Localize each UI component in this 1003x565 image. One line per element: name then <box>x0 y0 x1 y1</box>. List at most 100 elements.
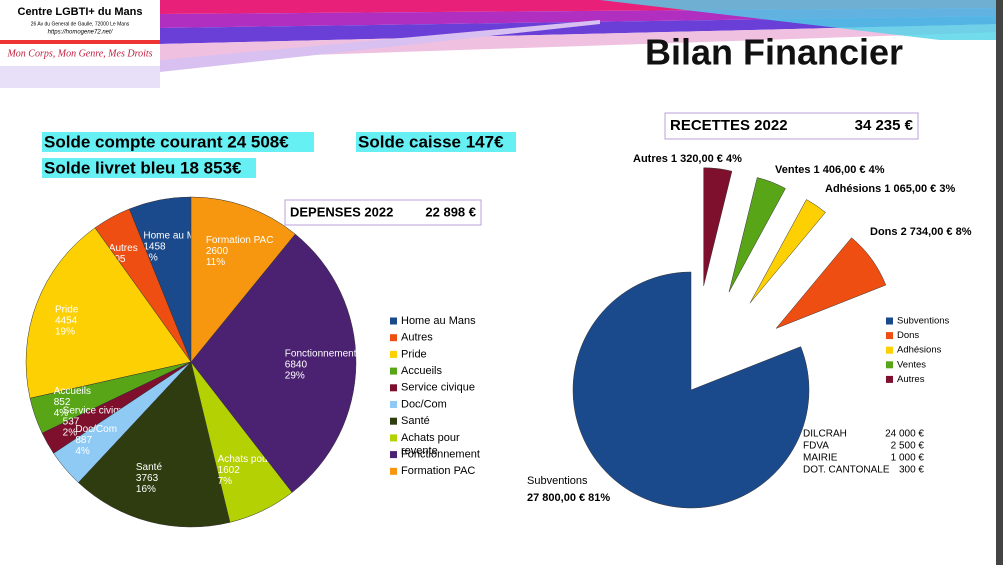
subsidy-amount: 300 € <box>899 465 924 476</box>
legend-label: Home au Mans <box>401 315 476 327</box>
slice-label-name: Subventions <box>527 475 588 487</box>
slice-label-value: 1 320,00 € 4% <box>671 153 742 165</box>
slice-label-line: Pride <box>55 304 79 315</box>
slice-label-line: 537 <box>63 416 80 427</box>
legend-label: Ventes <box>897 359 926 370</box>
legend-swatch <box>886 332 893 340</box>
slice-label-line: Autres <box>109 243 138 254</box>
legend-label: Accueils <box>401 365 442 377</box>
pie-slice <box>749 199 826 304</box>
legend-label: Pride <box>401 348 427 360</box>
legend-label: Subventions <box>897 316 950 327</box>
legend-swatch <box>390 434 397 442</box>
subsidy-amount: 24 000 € <box>885 429 924 440</box>
subsidy-amount: 1 000 € <box>891 453 925 464</box>
slice-label-name: Ventes <box>775 164 810 176</box>
legend-label: Autres <box>401 332 433 344</box>
legend-label: Adhésions <box>897 345 942 356</box>
slice-label: Doc/Com 887 4% <box>75 423 117 456</box>
pie-slice <box>190 233 357 493</box>
legend-swatch <box>390 417 397 425</box>
slice-label-line: Santé <box>136 462 163 473</box>
slice-label-line: 2600 <box>206 246 229 257</box>
legend-label: Doc/Com <box>401 398 447 410</box>
slice-label-name: Autres <box>633 153 668 165</box>
expenses-title: DEPENSES 2022 <box>290 204 393 219</box>
slice-label-line: 6840 <box>285 359 308 370</box>
slice-label-line: 887 <box>75 434 92 445</box>
slice-label-line: 1602 <box>218 465 241 476</box>
slice-label-line: 4% <box>54 408 69 419</box>
slice-label: Home au Mans 1458 6% <box>143 230 211 263</box>
legend-label: Formation PAC <box>401 465 475 477</box>
org-url: https://homogene72.net/ <box>48 30 114 36</box>
slice-label: Pride 4454 19% <box>55 304 79 337</box>
income-box <box>664 112 919 140</box>
subsidy-name: DILCRAH <box>803 429 847 440</box>
slice-label-line: Formation PAC <box>206 235 274 246</box>
slice-label-line: 16% <box>136 484 156 495</box>
subsidy-details: DILCRAH 24 000 € FDVA 2 500 € MAIRIE 1 0… <box>803 429 924 476</box>
pie-slice <box>775 237 887 329</box>
legend-swatch <box>390 367 397 375</box>
pie-slice <box>703 167 733 286</box>
slice-label-line: 852 <box>54 397 71 408</box>
slice-label-line: Achats pour revente <box>218 454 308 465</box>
slice-label: Santé 3763 16% <box>136 462 163 495</box>
slice-label-name: Adhésions <box>825 183 881 195</box>
slice-label-name: Dons <box>870 226 898 238</box>
slice-label-value: 1 406,00 € 4% <box>814 164 885 176</box>
logo-stripe <box>0 40 160 44</box>
legend-swatch <box>390 317 397 325</box>
slice-label-line: 29% <box>285 370 305 381</box>
legend-label: Service civique <box>401 382 475 394</box>
legend-swatch <box>390 384 397 392</box>
rainbow-banner <box>160 0 1003 72</box>
slice-label-line: 1458 <box>143 241 166 252</box>
legend-label: Autres <box>897 374 925 385</box>
legend-label: Dons <box>897 330 919 341</box>
slice-label-value: 27 800,00 € 81% <box>527 492 610 504</box>
window-edge <box>996 0 1003 565</box>
subsidy-name: FDVA <box>803 441 829 452</box>
slice-label-line: 7% <box>218 476 233 487</box>
slice-label-line: 3763 <box>136 473 159 484</box>
slice-label-line: Accueils <box>54 386 91 397</box>
slice-label-line: Fonctionnement <box>285 348 357 359</box>
slice-label: Dons 2 734,00 € 8% <box>870 226 972 238</box>
legend-swatch <box>390 350 397 358</box>
slice-label-line: Home au Mans <box>143 230 211 241</box>
slice-label: Autres 1 320,00 € 4% <box>633 153 742 165</box>
org-name: Centre LGBTI+ du Mans <box>18 6 143 18</box>
legend-swatch <box>886 317 893 325</box>
slice-label: Achats pour revente 1602 7% <box>218 454 308 487</box>
slice-label-line: Doc/Com <box>75 423 117 434</box>
slice-label: Service civique 537 2% <box>63 405 131 438</box>
legend-label: Santé <box>401 415 430 427</box>
legend-label: Achats pour revente <box>401 432 460 457</box>
slide-title: Bilan Financier <box>645 32 903 73</box>
legend-swatch <box>886 346 893 354</box>
highlight <box>356 132 516 152</box>
slice-label-line: 4454 <box>55 315 78 326</box>
legend-swatch <box>390 334 397 342</box>
logo-reflection <box>0 66 160 88</box>
org-address: 26 Av du General de Gaulle, 72000 Le Man… <box>31 21 130 27</box>
legend-swatch <box>886 375 893 383</box>
slice-label: Adhésions 1 065,00 € 3% <box>825 183 955 195</box>
highlight <box>42 132 314 152</box>
highlight <box>42 158 256 178</box>
slice-label-line: Service civique <box>63 405 131 416</box>
slice-label-value: 2 734,00 € 8% <box>901 226 972 238</box>
slice-label-line: 11% <box>206 257 225 268</box>
subsidy-amount: 2 500 € <box>891 441 925 452</box>
legend-swatch <box>390 401 397 408</box>
slice-label-value: 1 065,00 € 3% <box>884 183 955 195</box>
slice-label: Ventes 1 406,00 € 4% <box>775 164 885 176</box>
balance: Solde compte courant 24 508€ <box>44 132 289 151</box>
legend-swatch <box>390 467 397 475</box>
slice-label-line: 19% <box>55 326 75 337</box>
pie-slice <box>25 227 192 399</box>
pie-slice <box>78 361 231 528</box>
